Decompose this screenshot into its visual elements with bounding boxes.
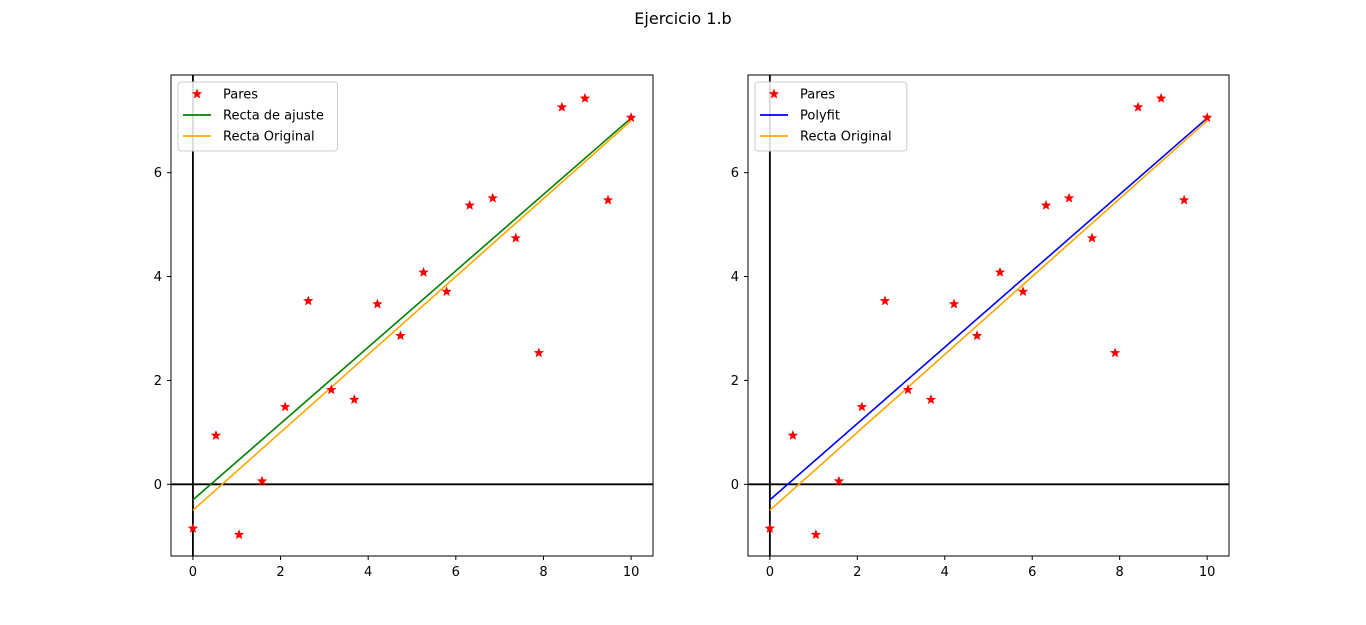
x-tick-label: 2 (853, 565, 861, 580)
data-point (833, 475, 845, 486)
x-tick-label: 2 (276, 565, 284, 580)
legend-label: Polyfit (800, 109, 840, 124)
x-tick-label: 0 (189, 565, 197, 580)
y-tick-label: 4 (154, 270, 162, 285)
data-point (1086, 232, 1098, 243)
data-point (1132, 101, 1144, 112)
data-point (948, 298, 960, 309)
data-point (1063, 192, 1075, 203)
data-point (764, 523, 776, 533)
x-tick-label: 0 (766, 565, 774, 580)
data-point (879, 295, 891, 306)
data-point (1040, 199, 1052, 210)
x-tick-label: 10 (623, 565, 640, 580)
data-point (1201, 112, 1213, 122)
data-point (372, 298, 383, 309)
data-point (233, 529, 245, 540)
y-tick-label: 6 (731, 166, 739, 181)
subplot-1: 0 2 4 6 8 10 0 2 4 6 Pares Recta de ajuste Recta Ori… (154, 74, 654, 580)
data-point (971, 330, 983, 341)
x-tick-label: 4 (364, 565, 372, 580)
data-point (418, 266, 429, 277)
data-point (210, 430, 222, 440)
y-tick-label: 0 (731, 478, 739, 493)
data-point (279, 401, 291, 412)
legend-marker (191, 88, 203, 99)
data-point (510, 232, 521, 243)
legend-label: Recta Original (800, 130, 892, 145)
plot-area (748, 75, 1229, 556)
legend-label: Pares (800, 88, 835, 103)
legend-label: Recta Original (223, 130, 315, 145)
legend-marker (768, 88, 780, 99)
data-point (1155, 92, 1167, 103)
x-tick-label: 4 (941, 565, 949, 580)
data-point (1017, 286, 1029, 296)
data-point (994, 266, 1006, 277)
axes-frame (747, 74, 1230, 557)
data-point (256, 475, 268, 486)
data-point (556, 101, 568, 112)
data-point (625, 112, 637, 122)
x-tick-label: 6 (452, 565, 460, 580)
data-point (533, 347, 545, 358)
data-point (1109, 347, 1121, 358)
y-tick-label: 0 (154, 478, 162, 493)
data-point (395, 330, 406, 341)
data-point (441, 286, 452, 296)
x-tick-label: 10 (1199, 565, 1216, 580)
plot-area (171, 75, 653, 556)
legend-label: Pares (223, 88, 258, 103)
legend-box (754, 81, 908, 152)
data-point (187, 523, 199, 533)
data-point (602, 194, 614, 205)
data-point (787, 430, 799, 440)
line-recta-original (769, 120, 1208, 511)
legend-label: Recta de ajuste (223, 109, 324, 124)
legend-box (177, 81, 338, 152)
data-point (810, 529, 822, 540)
x-tick-label: 8 (539, 565, 547, 580)
data-point (487, 192, 498, 203)
x-tick-label: 8 (1116, 565, 1124, 580)
data-point (902, 384, 914, 395)
y-tick-label: 4 (731, 270, 739, 285)
data-point (349, 394, 360, 405)
subplot-2: 0 2 4 6 8 10 0 2 4 6 Pares Polyfit Recta Original (731, 74, 1230, 580)
y-tick-label: 6 (154, 166, 162, 181)
y-tick-label: 2 (154, 374, 162, 389)
figure-title: Ejercicio 1.b (634, 9, 732, 28)
y-tick-label: 2 (731, 374, 739, 389)
data-point (1178, 194, 1190, 205)
axes-frame (170, 74, 654, 557)
line-recta-de-ajuste (192, 117, 632, 501)
data-point (856, 401, 868, 412)
data-point (303, 295, 314, 306)
line-polyfit (769, 117, 1208, 501)
legend: Pares Recta de ajuste Recta Original (177, 81, 338, 152)
line-recta-original (192, 120, 632, 511)
legend: Pares Polyfit Recta Original (754, 81, 908, 152)
x-tick-label: 6 (1028, 565, 1036, 580)
data-point (925, 394, 937, 405)
data-point (464, 199, 475, 210)
data-point (326, 384, 337, 395)
data-point (579, 92, 591, 103)
